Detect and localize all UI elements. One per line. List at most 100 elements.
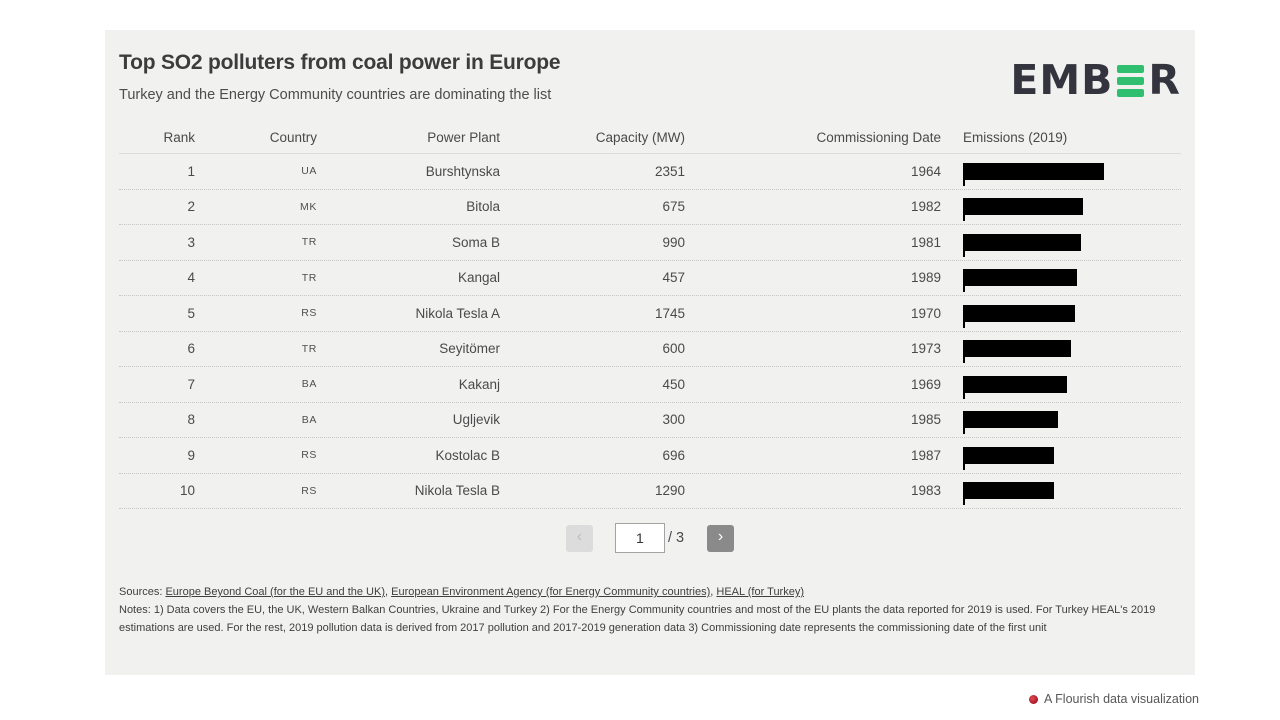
emissions-cell <box>941 340 1181 364</box>
emissions-bar <box>963 198 1181 222</box>
rank-cell: 1 <box>187 163 195 179</box>
country-code-cell: TR <box>301 342 317 355</box>
emissions-bar <box>963 269 1181 293</box>
emissions-bar <box>963 446 1181 470</box>
power-plant-cell: Kostolac B <box>435 447 500 463</box>
country-code-cell: BA <box>301 378 317 391</box>
ember-logo: EMB R <box>1010 60 1181 101</box>
emissions-bar <box>963 375 1181 399</box>
ember-logo-green-e-icon <box>1117 64 1145 97</box>
emissions-bar <box>963 340 1181 364</box>
col-header-emissions: Emissions (2019) <box>963 130 1068 145</box>
source-link-heal[interactable]: HEAL (for Turkey) <box>716 586 805 598</box>
table-header-row: Rank Country Power Plant Capacity (MW) C… <box>119 122 1181 154</box>
flourish-credit-link[interactable]: A Flourish data visualization <box>1029 692 1199 706</box>
card-header: Top SO2 polluters from coal power in Eur… <box>119 50 1181 105</box>
emissions-bar <box>963 233 1181 257</box>
col-header-capacity: Capacity (MW) <box>595 130 685 145</box>
col-header-commissioning: Commissioning Date <box>816 130 941 145</box>
country-code-cell: MK <box>300 200 317 213</box>
rank-cell: 5 <box>187 305 195 321</box>
capacity-cell: 1745 <box>654 305 685 321</box>
capacity-cell: 450 <box>662 376 685 392</box>
table-row: 8 BA Ugljevik 300 1985 <box>119 403 1181 438</box>
emissions-cell <box>941 304 1181 328</box>
rank-cell: 6 <box>187 341 195 357</box>
flourish-dot-icon <box>1029 694 1039 704</box>
commissioning-date-cell: 1973 <box>910 341 941 357</box>
table-row: 7 BA Kakanj 450 1969 <box>119 367 1181 403</box>
emissions-bar <box>963 482 1181 506</box>
country-code-cell: RS <box>301 484 317 497</box>
commissioning-date-cell: 1985 <box>910 412 941 428</box>
power-plant-cell: Bitola <box>466 199 500 215</box>
col-header-country: Country <box>269 130 317 145</box>
notes-text: Notes: 1) Data covers the EU, the UK, We… <box>119 604 1156 634</box>
chevron-right-icon: › <box>717 528 724 545</box>
emissions-cell <box>941 198 1181 222</box>
country-code-cell: UA <box>301 165 317 178</box>
power-plant-cell: Ugljevik <box>452 412 500 428</box>
visualization-card: Top SO2 polluters from coal power in Eur… <box>105 30 1195 675</box>
sources-label: Sources: <box>119 586 166 598</box>
source-separator: , <box>710 586 717 598</box>
country-code-cell: RS <box>301 449 317 462</box>
source-link-european-environment-agency[interactable]: European Environment Agency (for Energy … <box>391 586 711 598</box>
footer: Sources: Europe Beyond Coal (for the EU … <box>119 583 1181 637</box>
next-page-button[interactable]: › <box>707 524 735 552</box>
rank-cell: 4 <box>187 270 195 286</box>
power-plant-cell: Seyitömer <box>439 341 500 357</box>
emissions-bar <box>963 411 1181 435</box>
commissioning-date-cell: 1981 <box>910 234 941 250</box>
col-header-power-plant: Power Plant <box>427 130 500 145</box>
power-plant-cell: Kakanj <box>458 376 500 392</box>
country-code-cell: TR <box>301 236 317 249</box>
chart-title: Top SO2 polluters from coal power in Eur… <box>119 51 561 74</box>
capacity-cell: 696 <box>662 447 685 463</box>
rank-cell: 7 <box>187 376 195 392</box>
emissions-cell <box>941 162 1181 186</box>
prev-page-button[interactable]: ‹ <box>565 524 593 552</box>
page-number-input[interactable] <box>614 523 665 553</box>
country-code-cell: RS <box>301 307 317 320</box>
capacity-cell: 457 <box>662 270 685 286</box>
sources-line: Sources: Europe Beyond Coal (for the EU … <box>119 583 1181 601</box>
commissioning-date-cell: 1982 <box>910 199 941 215</box>
chart-subtitle: Turkey and the Energy Community countrie… <box>119 87 552 103</box>
ember-logo-text-suffix: R <box>1148 56 1181 104</box>
rank-cell: 9 <box>187 447 195 463</box>
capacity-cell: 675 <box>662 199 685 215</box>
capacity-cell: 1290 <box>654 483 685 499</box>
emissions-cell <box>941 269 1181 293</box>
commissioning-date-cell: 1983 <box>910 483 941 499</box>
data-table: Rank Country Power Plant Capacity (MW) C… <box>119 122 1181 509</box>
source-separator: , <box>384 586 392 598</box>
commissioning-date-cell: 1970 <box>910 305 941 321</box>
power-plant-cell: Nikola Tesla A <box>415 305 500 321</box>
emissions-bar <box>963 162 1181 186</box>
chevron-left-icon: ‹ <box>576 528 583 545</box>
table-row: 4 TR Kangal 457 1989 <box>119 261 1181 296</box>
emissions-cell <box>941 446 1181 470</box>
country-code-cell: TR <box>301 271 317 284</box>
commissioning-date-cell: 1989 <box>910 270 941 286</box>
commissioning-date-cell: 1964 <box>910 163 941 179</box>
source-link-europe-beyond-coal[interactable]: Europe Beyond Coal (for the EU and the U… <box>165 586 385 598</box>
power-plant-cell: Soma B <box>451 234 500 250</box>
col-header-rank: Rank <box>163 130 195 145</box>
capacity-cell: 990 <box>662 234 685 250</box>
capacity-cell: 2351 <box>654 163 685 179</box>
commissioning-date-cell: 1969 <box>910 376 941 392</box>
emissions-cell <box>941 375 1181 399</box>
table-row: 1 UA Burshtynska 2351 1964 <box>119 154 1181 190</box>
table-row: 2 MK Bitola 675 1982 <box>119 190 1181 225</box>
emissions-bar <box>963 304 1181 328</box>
capacity-cell: 300 <box>662 412 685 428</box>
power-plant-cell: Nikola Tesla B <box>414 483 500 499</box>
country-code-cell: BA <box>301 413 317 426</box>
table-row: 9 RS Kostolac B 696 1987 <box>119 438 1181 474</box>
table-body: 1 UA Burshtynska 2351 1964 2 MK Bitola 6… <box>119 154 1181 509</box>
rank-cell: 2 <box>187 199 195 215</box>
power-plant-cell: Burshtynska <box>425 163 500 179</box>
power-plant-cell: Kangal <box>457 270 500 286</box>
